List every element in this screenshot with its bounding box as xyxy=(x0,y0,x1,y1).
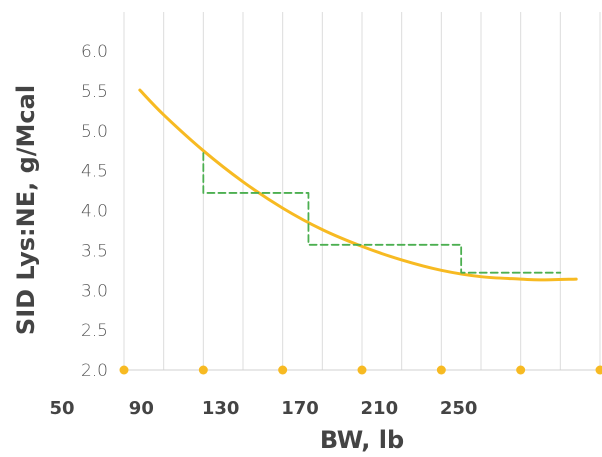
y-tick-label: 5.5 xyxy=(81,82,108,102)
y-tick-label: 2.5 xyxy=(81,321,108,341)
x-axis-marker xyxy=(516,365,526,375)
x-tick-labels: 50 90 130 170 210 250 xyxy=(49,398,477,419)
y-tick-label: 3.5 xyxy=(81,241,108,261)
y-tick-label: 6.0 xyxy=(81,42,108,62)
x-axis-marker xyxy=(198,365,208,375)
x-tick-label: 210 xyxy=(361,398,399,419)
y-tick-label: 3.0 xyxy=(81,281,108,301)
y-tick-label: 4.5 xyxy=(81,162,108,182)
series-layer xyxy=(138,88,578,282)
x-tick-label: 170 xyxy=(281,398,319,419)
y-tick-label: 4.0 xyxy=(81,202,108,222)
x-tick-label: 250 xyxy=(440,398,478,419)
x-tick-label: 130 xyxy=(202,398,240,419)
y-tick-label: 5.0 xyxy=(81,122,108,142)
y-tick-labels: 2.0 2.5 3.0 3.5 4.0 4.5 5.0 5.5 6.0 xyxy=(81,42,108,381)
y-tick-label: 2.0 xyxy=(81,361,108,381)
series-line-curve xyxy=(138,88,578,282)
x-axis-markers xyxy=(119,365,602,375)
x-axis-marker xyxy=(436,365,446,375)
x-axis-marker xyxy=(357,365,367,375)
x-tick-label: 90 xyxy=(129,398,154,419)
x-axis-marker xyxy=(119,365,129,375)
x-axis-marker xyxy=(278,365,288,375)
x-tick-label: 50 xyxy=(49,398,74,419)
vertical-gridlines xyxy=(123,12,601,370)
x-axis-title: BW, lb xyxy=(320,426,404,454)
y-axis-title: SID Lys:NE, g/Mcal xyxy=(12,85,40,335)
series-line-step xyxy=(202,152,562,274)
x-axis-marker xyxy=(595,365,602,375)
